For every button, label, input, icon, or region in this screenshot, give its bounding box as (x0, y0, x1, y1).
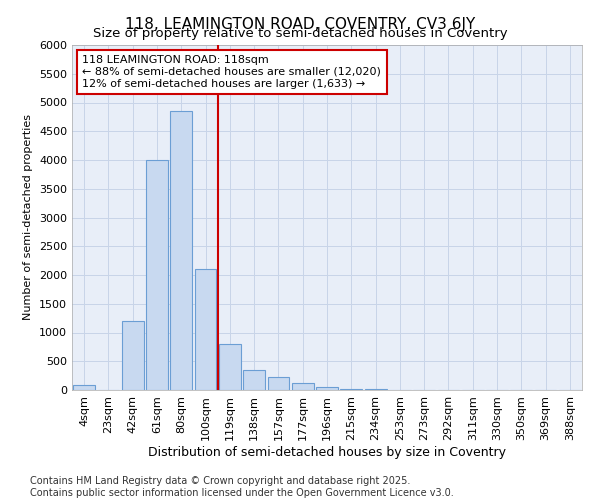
Bar (194, 269, 217, 390)
Bar (243, 370, 265, 390)
Bar (292, 382, 314, 390)
Bar (73, 385, 95, 390)
Bar (316, 387, 338, 390)
Y-axis label: Number of semi-detached properties: Number of semi-detached properties (23, 114, 34, 320)
Bar (170, 111, 192, 390)
Bar (219, 344, 241, 390)
Text: 118, LEAMINGTON ROAD, COVENTRY, CV3 6JY: 118, LEAMINGTON ROAD, COVENTRY, CV3 6JY (125, 18, 475, 32)
Text: 118 LEAMINGTON ROAD: 118sqm
← 88% of semi-detached houses are smaller (12,020)
1: 118 LEAMINGTON ROAD: 118sqm ← 88% of sem… (82, 56, 381, 88)
X-axis label: Distribution of semi-detached houses by size in Coventry: Distribution of semi-detached houses by … (148, 446, 506, 458)
Bar (122, 321, 143, 390)
Bar (146, 160, 168, 390)
Bar (340, 389, 362, 390)
Bar (268, 377, 289, 390)
Text: Contains HM Land Registry data © Crown copyright and database right 2025.
Contai: Contains HM Land Registry data © Crown c… (30, 476, 454, 498)
Text: Size of property relative to semi-detached houses in Coventry: Size of property relative to semi-detach… (92, 28, 508, 40)
